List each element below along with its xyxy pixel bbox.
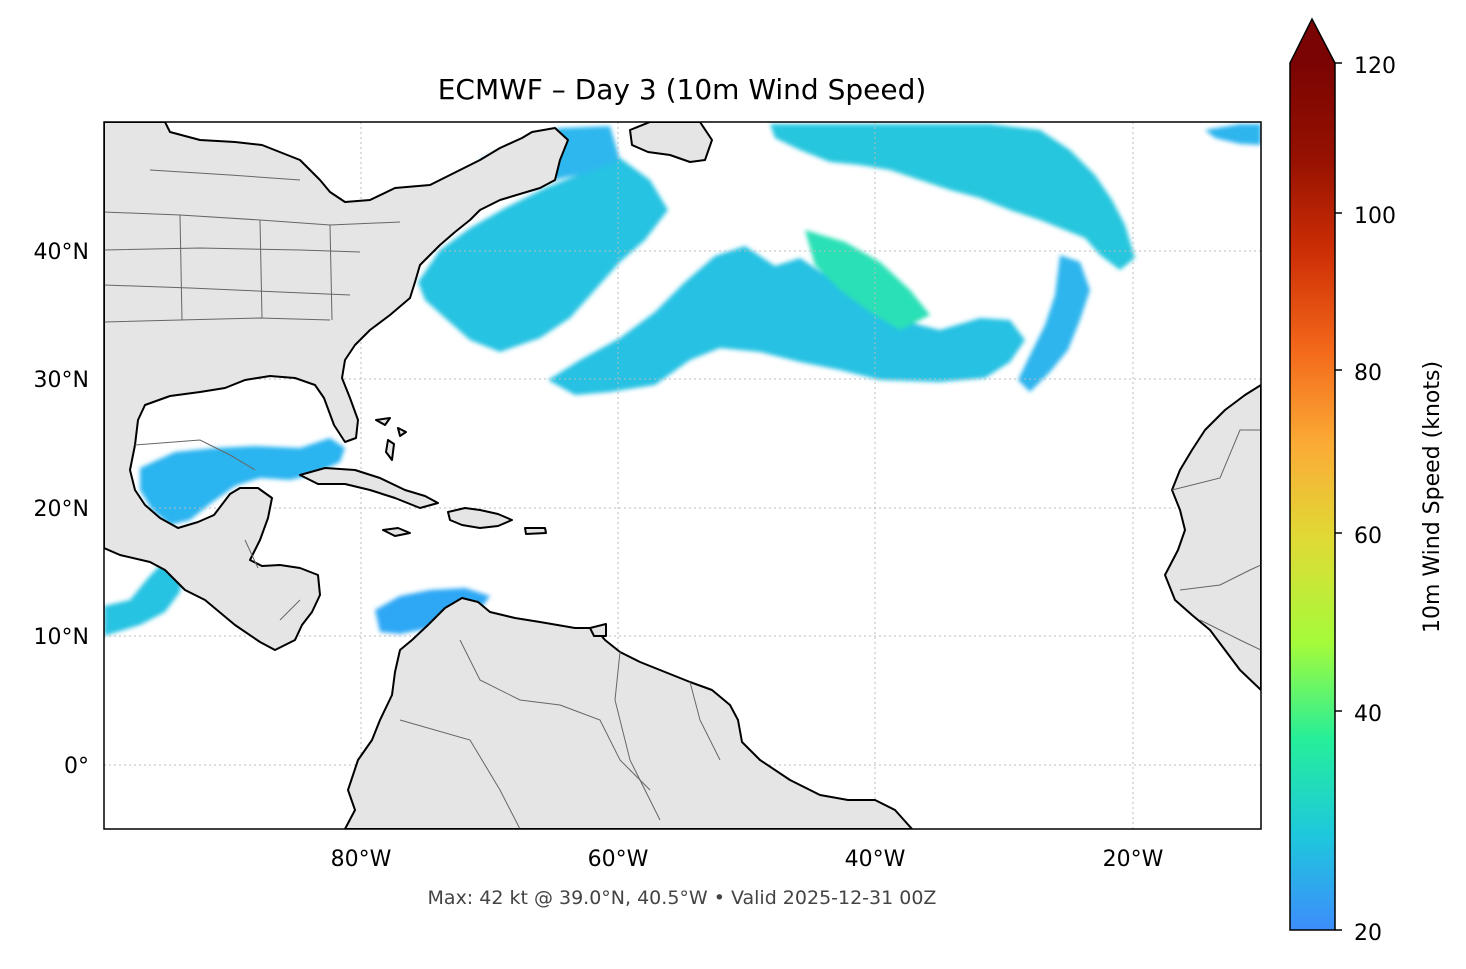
map-frame — [103, 121, 1262, 830]
wind-region-east-atlantic-arc — [1018, 255, 1090, 392]
land-layer — [104, 122, 1261, 829]
country-borders — [104, 169, 1261, 829]
bahamas-islands — [375, 417, 407, 461]
map-footer-info: Max: 42 kt @ 39.0°N, 40.5°W • Valid 2025… — [428, 887, 937, 909]
jamaica-island — [382, 527, 411, 537]
puerto-rico-island — [524, 527, 547, 535]
wind-region-far-northeast — [1205, 124, 1261, 145]
latitude-tick-labels: 40°N 30°N 20°N 10°N 0° — [34, 240, 89, 779]
colorbar-tick-label: 80 — [1354, 361, 1382, 386]
colorbar-ticks — [1335, 62, 1342, 931]
north-america-landmass — [104, 122, 569, 651]
africa-landmass — [1164, 384, 1261, 691]
colorbar-gradient — [1290, 63, 1335, 930]
lon-tick-label: 20°W — [1103, 847, 1164, 872]
wind-layer — [104, 124, 1261, 636]
cuba-island — [299, 467, 439, 509]
wind-region-off-us-northeast-coast — [418, 158, 668, 352]
longitude-tick-labels: 80°W 60°W 40°W 20°W — [331, 847, 1164, 872]
colorbar: 20 40 60 80 100 120 10m Wind Speed (knot… — [1289, 17, 1445, 946]
map-title: ECMWF – Day 3 (10m Wind Speed) — [438, 73, 927, 106]
colorbar-tick-label: 40 — [1354, 702, 1382, 727]
wind-region-gulf-of-mexico — [140, 438, 345, 525]
colorbar-label: 10m Wind Speed (knots) — [1420, 361, 1445, 633]
trinidad-island — [589, 623, 607, 637]
south-america-landmass — [344, 597, 913, 829]
lat-tick-label: 0° — [64, 754, 89, 779]
newfoundland-island — [629, 122, 713, 163]
colorbar-tick-label: 20 — [1354, 921, 1382, 946]
wind-region-northern-arc — [770, 124, 1135, 270]
lon-tick-label: 60°W — [588, 847, 649, 872]
colorbar-frame — [1289, 17, 1336, 931]
wind-region-eastern-pacific-tehuantepec — [104, 560, 185, 636]
hispaniola-island — [447, 507, 513, 529]
lat-tick-label: 30°N — [34, 368, 89, 393]
wind-region-max-core — [805, 230, 930, 330]
lon-tick-label: 40°W — [845, 847, 906, 872]
colorbar-tick-label: 100 — [1354, 204, 1396, 229]
lat-tick-label: 20°N — [34, 497, 89, 522]
colorbar-tick-label: 120 — [1354, 54, 1396, 79]
colorbar-extend-arrow — [1290, 19, 1335, 63]
lat-tick-label: 10°N — [34, 625, 89, 650]
lat-tick-label: 40°N — [34, 240, 89, 265]
wind-region-central-atlantic-band — [548, 246, 1025, 395]
colorbar-tick-label: 60 — [1354, 524, 1382, 549]
map-area — [104, 122, 1261, 829]
lon-tick-label: 80°W — [331, 847, 392, 872]
